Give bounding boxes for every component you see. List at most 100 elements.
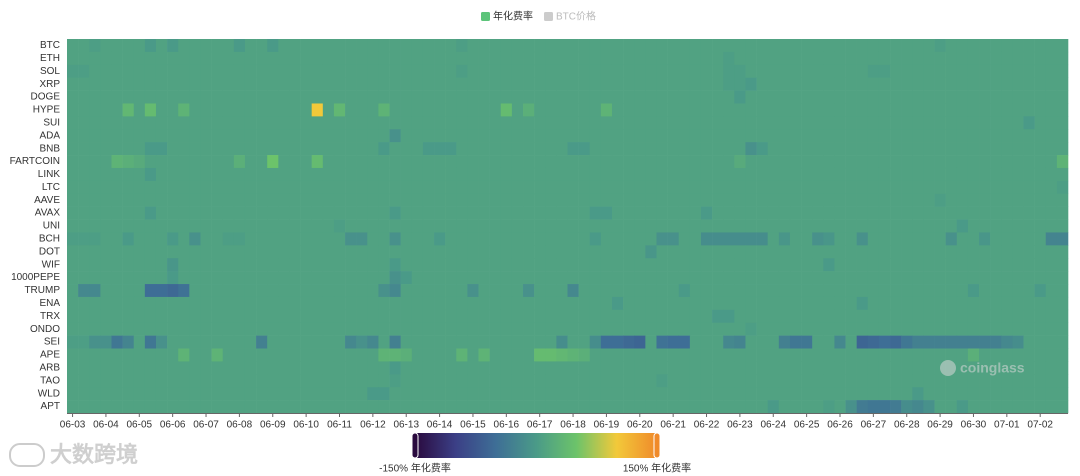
heatmap-cell — [600, 39, 613, 53]
x-axis-label: 06-20 — [627, 420, 653, 431]
heatmap-cell — [700, 284, 713, 298]
x-axis-label: 06-28 — [894, 420, 920, 431]
heatmap-cell — [200, 64, 212, 78]
heatmap-cell — [1023, 361, 1035, 375]
heatmap-cell — [411, 322, 424, 336]
heatmap-cell — [189, 219, 201, 233]
heatmap-cell — [856, 374, 869, 388]
heatmap-cell — [689, 155, 702, 169]
heatmap-cell — [111, 309, 123, 324]
x-axis-label: 07-02 — [1027, 420, 1053, 431]
heatmap-cell — [111, 129, 123, 143]
heatmap-cell — [723, 296, 735, 311]
heatmap-cell — [723, 116, 735, 130]
heatmap-cell — [67, 206, 79, 220]
heatmap-cell — [100, 51, 112, 66]
heatmap-cell — [600, 335, 613, 349]
heatmap-cell — [122, 180, 135, 195]
heatmap-cell — [78, 219, 90, 233]
heatmap-cell — [222, 39, 235, 53]
heatmap-cell — [422, 309, 435, 324]
heatmap-cell — [434, 129, 446, 143]
x-axis-label: 06-16 — [494, 420, 520, 431]
heatmap-cell — [411, 206, 424, 220]
heatmap-cell — [878, 258, 891, 272]
heatmap-cell — [912, 180, 924, 195]
heatmap-cell — [934, 309, 946, 324]
heatmap-cell — [556, 206, 568, 220]
heatmap-cell — [723, 245, 735, 259]
heatmap-cell — [534, 155, 546, 169]
heatmap-cell — [322, 167, 335, 182]
heatmap-cell — [67, 116, 79, 130]
heatmap-cell — [211, 180, 224, 195]
heatmap-cell — [378, 77, 390, 91]
heatmap-cell — [333, 155, 346, 169]
heatmap-cell — [567, 361, 579, 375]
heatmap-cell — [789, 103, 802, 117]
heatmap-cell — [511, 335, 524, 349]
heatmap-cell — [645, 103, 657, 117]
heatmap-cell — [934, 284, 946, 298]
heatmap-cell — [167, 322, 179, 336]
heatmap-cell — [178, 206, 190, 220]
heatmap-cell — [434, 206, 446, 220]
heatmap-cell — [678, 180, 691, 195]
heatmap-cell — [934, 77, 946, 91]
heatmap-cell — [500, 271, 513, 285]
heatmap-cell — [78, 103, 90, 117]
heatmap-cell — [1056, 77, 1069, 91]
heatmap-cell — [467, 142, 479, 156]
heatmap-cell — [345, 284, 357, 298]
heatmap-cell — [1001, 193, 1013, 207]
heatmap-cell — [789, 335, 802, 349]
heatmap-cell — [222, 309, 235, 324]
heatmap-cell — [133, 90, 146, 104]
x-axis-label: 06-05 — [127, 420, 153, 431]
heatmap-cell — [345, 64, 357, 78]
heatmap-cell — [589, 180, 602, 195]
heatmap-cell — [890, 77, 902, 91]
heatmap-cell — [1023, 245, 1035, 259]
heatmap-cell — [856, 142, 869, 156]
heatmap-cell — [634, 219, 646, 233]
heatmap-cell — [890, 206, 902, 220]
heatmap-cell — [178, 400, 190, 414]
heatmap-cell — [211, 258, 224, 272]
heatmap-cell — [1023, 284, 1035, 298]
heatmap-cell — [244, 258, 257, 272]
heatmap-cell — [500, 296, 513, 311]
heatmap-cell — [623, 39, 635, 53]
heatmap-cell — [756, 77, 768, 91]
heatmap-cell — [478, 271, 490, 285]
heatmap-cell — [289, 77, 301, 91]
heatmap-cell — [289, 64, 301, 78]
visual-map-handle[interactable] — [411, 432, 419, 459]
heatmap-cell — [511, 361, 524, 375]
heatmap-cell — [667, 142, 680, 156]
heatmap-cell — [345, 335, 357, 349]
heatmap-cell — [700, 219, 713, 233]
heatmap-cell — [389, 129, 401, 143]
heatmap-cell — [945, 374, 958, 388]
heatmap-cell — [434, 271, 446, 285]
heatmap-cell — [478, 39, 490, 53]
heatmap-cell — [834, 374, 846, 388]
heatmap-cell — [667, 90, 680, 104]
heatmap-cell — [945, 245, 958, 259]
heatmap-cell — [734, 206, 746, 220]
legend-label[interactable]: BTC价格 — [556, 10, 596, 23]
heatmap-cell — [956, 232, 969, 246]
heatmap-cell — [345, 309, 357, 324]
heatmap-cell — [133, 116, 146, 130]
heatmap-cell — [923, 245, 935, 259]
heatmap-cell — [411, 284, 424, 298]
heatmap-cell — [867, 335, 880, 349]
heatmap-cell — [634, 180, 646, 195]
heatmap-cell — [767, 167, 780, 182]
visual-map-handle[interactable] — [653, 432, 661, 459]
legend-label[interactable]: 年化费率 — [493, 10, 533, 23]
heatmap-cell — [233, 387, 246, 401]
heatmap-cell — [856, 167, 869, 182]
heatmap-cell — [178, 193, 190, 207]
